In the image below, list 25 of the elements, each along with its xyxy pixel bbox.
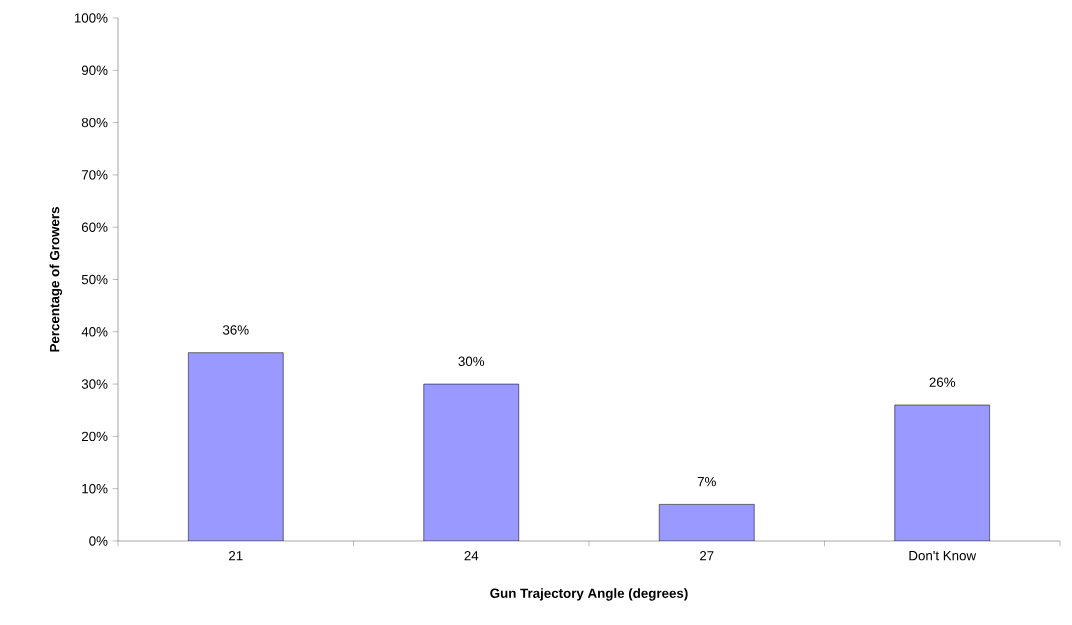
y-tick-label: 70% [81, 170, 108, 180]
y-tick-label: 50% [81, 274, 108, 285]
data-label: 30% [458, 356, 485, 367]
y-tick-label: 60% [81, 222, 108, 232]
x-tick-label: 21 [229, 551, 243, 561]
y-tick-label: 40% [81, 327, 108, 337]
bar [423, 383, 520, 541]
data-label: 26% [929, 377, 956, 387]
y-tick-label: 30% [81, 379, 108, 389]
bar [187, 352, 284, 541]
y-tick-label: 20% [81, 431, 108, 442]
x-tick-label: Don't Know [909, 551, 977, 561]
x-tick-label: 24 [464, 551, 479, 561]
y-tick-label: 10% [82, 483, 108, 494]
y-axis-title: Percentage of Growers [49, 207, 63, 352]
bar [894, 404, 991, 541]
y-tick-label: 100% [74, 13, 108, 23]
y-tick-label: 0% [89, 536, 108, 546]
data-label: 36% [222, 325, 249, 335]
x-tick-label: 27 [700, 551, 714, 561]
data-label: 7% [697, 476, 716, 487]
y-tick-label: 90% [81, 65, 108, 76]
bar [658, 504, 755, 541]
x-axis-title: Gun Trajectory Angle (degrees) [490, 588, 688, 601]
y-tick-label: 80% [81, 117, 108, 128]
